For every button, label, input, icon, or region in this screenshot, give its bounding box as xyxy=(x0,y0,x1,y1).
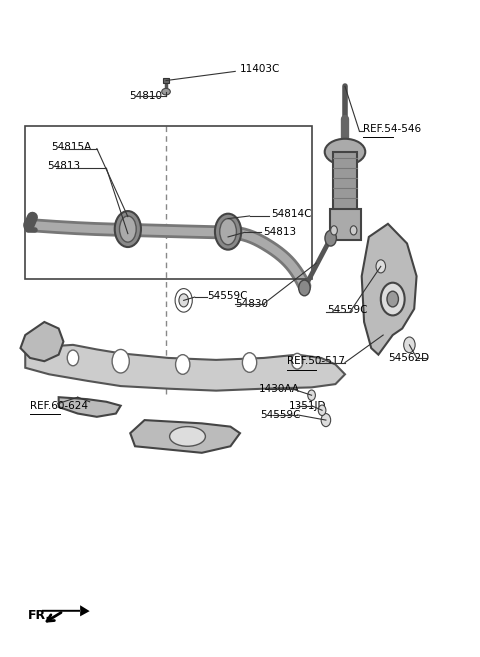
Text: 54810: 54810 xyxy=(129,91,162,101)
Circle shape xyxy=(321,413,331,426)
Circle shape xyxy=(381,283,405,315)
Text: 54813: 54813 xyxy=(263,227,296,237)
Polygon shape xyxy=(130,420,240,453)
Ellipse shape xyxy=(115,211,141,247)
Text: 54830: 54830 xyxy=(235,299,268,309)
Text: 54559C: 54559C xyxy=(327,306,367,315)
Ellipse shape xyxy=(120,216,136,242)
Circle shape xyxy=(67,350,79,366)
FancyBboxPatch shape xyxy=(333,152,357,211)
Circle shape xyxy=(308,390,315,401)
Text: 1351JD: 1351JD xyxy=(288,401,326,411)
Circle shape xyxy=(291,353,303,369)
Polygon shape xyxy=(42,605,90,616)
Text: 54813: 54813 xyxy=(47,161,80,171)
Polygon shape xyxy=(21,322,63,361)
Circle shape xyxy=(176,355,190,374)
Text: 54815A: 54815A xyxy=(51,142,92,152)
Circle shape xyxy=(112,350,129,373)
Ellipse shape xyxy=(220,219,237,245)
Ellipse shape xyxy=(169,426,205,446)
Text: 1430AA: 1430AA xyxy=(259,384,300,394)
Text: 54814C: 54814C xyxy=(271,209,312,219)
Bar xyxy=(25,125,312,279)
Text: 54562D: 54562D xyxy=(388,353,429,363)
Ellipse shape xyxy=(215,214,241,250)
Ellipse shape xyxy=(324,139,365,165)
Text: REF.50-517: REF.50-517 xyxy=(287,356,345,366)
Bar xyxy=(163,78,169,83)
FancyBboxPatch shape xyxy=(330,209,361,240)
Circle shape xyxy=(376,260,385,273)
Circle shape xyxy=(299,280,310,296)
Polygon shape xyxy=(362,224,417,355)
Circle shape xyxy=(325,231,336,246)
Polygon shape xyxy=(59,397,120,417)
Circle shape xyxy=(179,294,189,307)
Ellipse shape xyxy=(162,89,170,95)
Text: 54559C: 54559C xyxy=(207,291,248,301)
Circle shape xyxy=(331,226,337,235)
Circle shape xyxy=(318,405,326,415)
Circle shape xyxy=(404,337,415,353)
Circle shape xyxy=(242,353,257,373)
Polygon shape xyxy=(25,345,345,391)
Circle shape xyxy=(387,291,398,307)
Text: 54559C: 54559C xyxy=(260,410,300,420)
Text: REF.60-624: REF.60-624 xyxy=(30,401,88,411)
Text: 11403C: 11403C xyxy=(240,64,280,74)
Text: REF.54-546: REF.54-546 xyxy=(363,124,421,134)
Circle shape xyxy=(350,226,357,235)
Text: FR.: FR. xyxy=(28,608,51,622)
